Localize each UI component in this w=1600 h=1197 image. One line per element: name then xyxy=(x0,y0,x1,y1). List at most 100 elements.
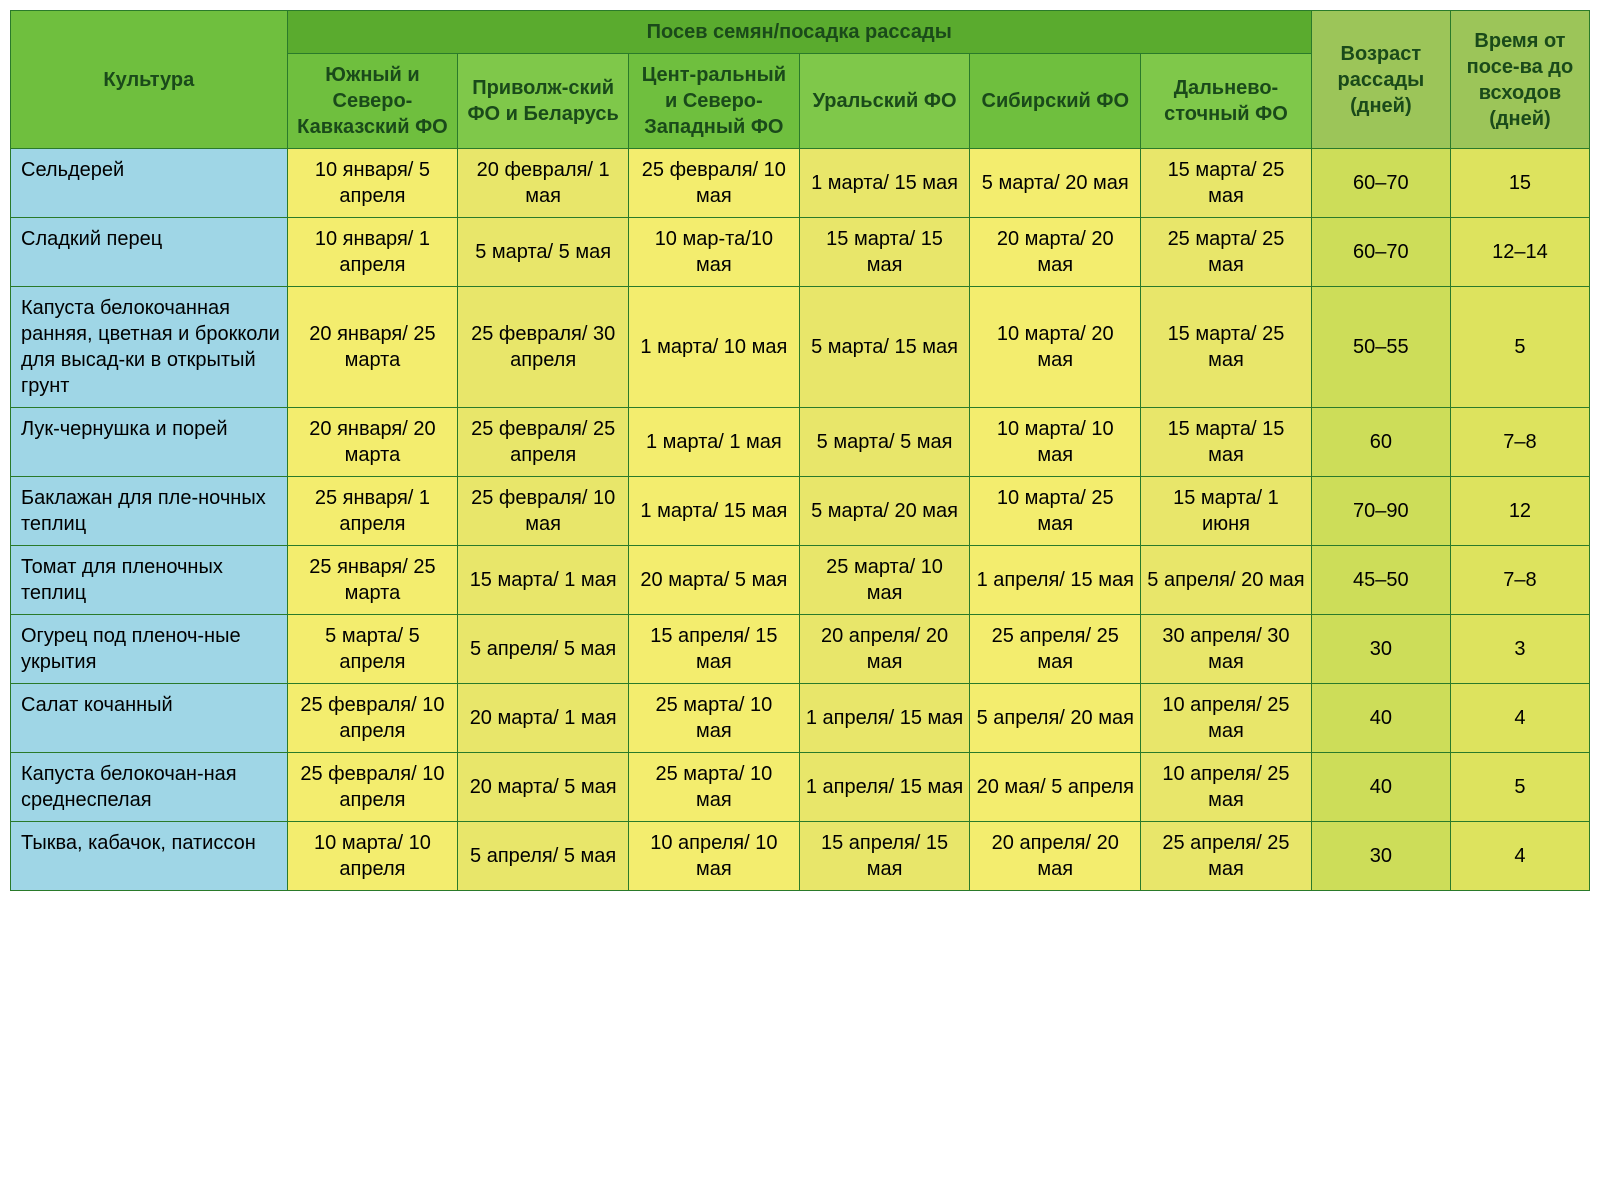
data-cell: 25 февраля/ 10 апреля xyxy=(287,684,458,753)
header-region-3: Уральский ФО xyxy=(799,54,970,149)
time-cell: 15 xyxy=(1450,149,1589,218)
table-body: Сельдерей10 января/ 5 апреля20 февраля/ … xyxy=(11,149,1590,891)
culture-cell: Лук-чернушка и порей xyxy=(11,408,288,477)
data-cell: 1 марта/ 10 мая xyxy=(629,287,800,408)
table-row: Тыква, кабачок, патиссон10 марта/ 10 апр… xyxy=(11,822,1590,891)
data-cell: 25 января/ 25 марта xyxy=(287,546,458,615)
data-cell: 20 марта/ 1 мая xyxy=(458,684,629,753)
data-cell: 15 марта/ 15 мая xyxy=(1141,408,1312,477)
data-cell: 20 января/ 25 марта xyxy=(287,287,458,408)
data-cell: 25 февраля/ 25 апреля xyxy=(458,408,629,477)
time-cell: 4 xyxy=(1450,684,1589,753)
table-row: Салат кочанный25 февраля/ 10 апреля20 ма… xyxy=(11,684,1590,753)
age-cell: 60–70 xyxy=(1311,218,1450,287)
data-cell: 25 марта/ 10 мая xyxy=(629,684,800,753)
data-cell: 15 марта/ 1 июня xyxy=(1141,477,1312,546)
data-cell: 5 марта/ 15 мая xyxy=(799,287,970,408)
data-cell: 5 апреля/ 5 мая xyxy=(458,615,629,684)
age-cell: 60–70 xyxy=(1311,149,1450,218)
data-cell: 10 апреля/ 25 мая xyxy=(1141,684,1312,753)
time-cell: 7–8 xyxy=(1450,546,1589,615)
data-cell: 10 марта/ 10 мая xyxy=(970,408,1141,477)
data-cell: 15 марта/ 15 мая xyxy=(799,218,970,287)
table-row: Томат для пленочных теплиц25 января/ 25 … xyxy=(11,546,1590,615)
culture-cell: Салат кочанный xyxy=(11,684,288,753)
data-cell: 10 апреля/ 10 мая xyxy=(629,822,800,891)
data-cell: 10 января/ 1 апреля xyxy=(287,218,458,287)
data-cell: 5 апреля/ 20 мая xyxy=(1141,546,1312,615)
header-region-0: Южный и Северо-Кавказский ФО xyxy=(287,54,458,149)
culture-cell: Огурец под пленоч-ные укрытия xyxy=(11,615,288,684)
data-cell: 25 февраля/ 30 апреля xyxy=(458,287,629,408)
data-cell: 5 марта/ 5 апреля xyxy=(287,615,458,684)
data-cell: 10 марта/ 20 мая xyxy=(970,287,1141,408)
header-age: Возраст рассады (дней) xyxy=(1311,11,1450,149)
culture-cell: Капуста белокочан-ная среднеспелая xyxy=(11,753,288,822)
data-cell: 15 марта/ 25 мая xyxy=(1141,149,1312,218)
time-cell: 5 xyxy=(1450,753,1589,822)
table-row: Капуста белокочан-ная среднеспелая25 фев… xyxy=(11,753,1590,822)
header-region-4: Сибирский ФО xyxy=(970,54,1141,149)
culture-cell: Сладкий перец xyxy=(11,218,288,287)
age-cell: 30 xyxy=(1311,822,1450,891)
time-cell: 5 xyxy=(1450,287,1589,408)
age-cell: 30 xyxy=(1311,615,1450,684)
data-cell: 5 марта/ 20 мая xyxy=(970,149,1141,218)
table-row: Сельдерей10 января/ 5 апреля20 февраля/ … xyxy=(11,149,1590,218)
data-cell: 15 марта/ 1 мая xyxy=(458,546,629,615)
data-cell: 5 марта/ 5 мая xyxy=(458,218,629,287)
age-cell: 60 xyxy=(1311,408,1450,477)
data-cell: 20 января/ 20 марта xyxy=(287,408,458,477)
data-cell: 1 апреля/ 15 мая xyxy=(799,753,970,822)
data-cell: 10 марта/ 10 апреля xyxy=(287,822,458,891)
table-row: Лук-чернушка и порей20 января/ 20 марта2… xyxy=(11,408,1590,477)
data-cell: 10 мар-та/10 мая xyxy=(629,218,800,287)
age-cell: 40 xyxy=(1311,684,1450,753)
data-cell: 20 мая/ 5 апреля xyxy=(970,753,1141,822)
time-cell: 3 xyxy=(1450,615,1589,684)
data-cell: 5 апреля/ 20 мая xyxy=(970,684,1141,753)
table-row: Баклажан для пле-ночных теплиц25 января/… xyxy=(11,477,1590,546)
header-culture: Культура xyxy=(11,11,288,149)
data-cell: 25 февраля/ 10 апреля xyxy=(287,753,458,822)
data-cell: 25 февраля/ 10 мая xyxy=(458,477,629,546)
table-row: Сладкий перец10 января/ 1 апреля5 марта/… xyxy=(11,218,1590,287)
data-cell: 20 февраля/ 1 мая xyxy=(458,149,629,218)
age-cell: 45–50 xyxy=(1311,546,1450,615)
data-cell: 15 марта/ 25 мая xyxy=(1141,287,1312,408)
data-cell: 1 марта/ 15 мая xyxy=(799,149,970,218)
culture-cell: Сельдерей xyxy=(11,149,288,218)
age-cell: 50–55 xyxy=(1311,287,1450,408)
data-cell: 20 апреля/ 20 мая xyxy=(970,822,1141,891)
age-cell: 70–90 xyxy=(1311,477,1450,546)
data-cell: 1 апреля/ 15 мая xyxy=(799,684,970,753)
header-region-2: Цент-ральный и Северо-Западный ФО xyxy=(629,54,800,149)
data-cell: 20 марта/ 5 мая xyxy=(629,546,800,615)
header-time: Время от посе-ва до всходов (дней) xyxy=(1450,11,1589,149)
data-cell: 1 марта/ 15 мая xyxy=(629,477,800,546)
age-cell: 40 xyxy=(1311,753,1450,822)
data-cell: 25 января/ 1 апреля xyxy=(287,477,458,546)
data-cell: 15 апреля/ 15 мая xyxy=(629,615,800,684)
header-sowing-group: Посев семян/посадка рассады xyxy=(287,11,1311,54)
data-cell: 10 марта/ 25 мая xyxy=(970,477,1141,546)
data-cell: 5 марта/ 5 мая xyxy=(799,408,970,477)
table-row: Огурец под пленоч-ные укрытия5 марта/ 5 … xyxy=(11,615,1590,684)
data-cell: 30 апреля/ 30 мая xyxy=(1141,615,1312,684)
data-cell: 25 февраля/ 10 мая xyxy=(629,149,800,218)
time-cell: 7–8 xyxy=(1450,408,1589,477)
data-cell: 10 апреля/ 25 мая xyxy=(1141,753,1312,822)
data-cell: 20 марта/ 5 мая xyxy=(458,753,629,822)
time-cell: 4 xyxy=(1450,822,1589,891)
data-cell: 15 апреля/ 15 мая xyxy=(799,822,970,891)
data-cell: 25 марта/ 10 мая xyxy=(799,546,970,615)
header-region-1: Приволж-ский ФО и Беларусь xyxy=(458,54,629,149)
data-cell: 5 апреля/ 5 мая xyxy=(458,822,629,891)
culture-cell: Капуста белокочанная ранняя, цветная и б… xyxy=(11,287,288,408)
table-header: Культура Посев семян/посадка рассады Воз… xyxy=(11,11,1590,149)
data-cell: 1 апреля/ 15 мая xyxy=(970,546,1141,615)
data-cell: 25 марта/ 25 мая xyxy=(1141,218,1312,287)
data-cell: 25 марта/ 10 мая xyxy=(629,753,800,822)
data-cell: 25 апреля/ 25 мая xyxy=(1141,822,1312,891)
culture-cell: Тыква, кабачок, патиссон xyxy=(11,822,288,891)
